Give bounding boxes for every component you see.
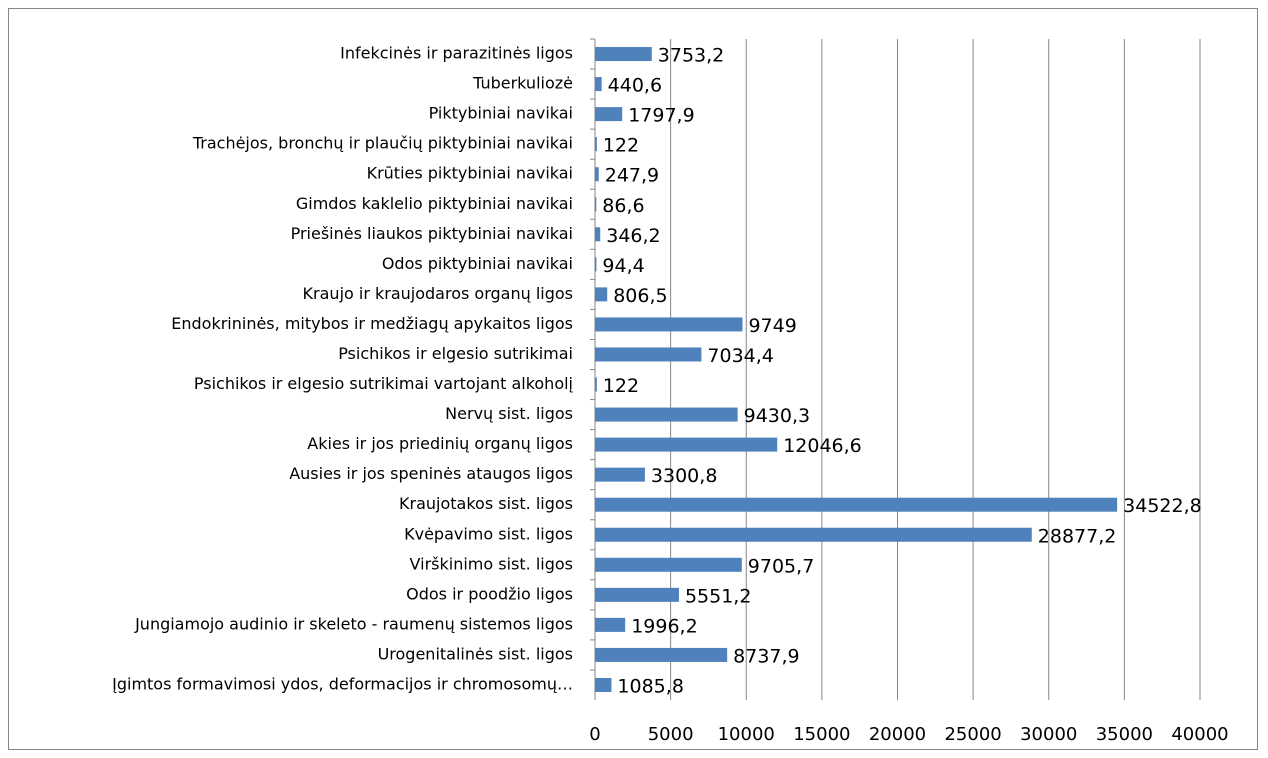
y-tick-label: Odos piktybiniai navikai xyxy=(382,254,573,273)
value-label: 86,6 xyxy=(602,195,644,217)
value-label: 1797,9 xyxy=(628,105,694,127)
y-tick-label: Kraujotakos sist. ligos xyxy=(399,494,573,513)
value-label: 440,6 xyxy=(608,75,662,97)
bar xyxy=(595,197,597,212)
value-label: 806,5 xyxy=(613,285,667,307)
value-label: 1996,2 xyxy=(631,615,697,637)
bar xyxy=(595,167,599,182)
bar xyxy=(595,527,1032,542)
value-label: 9430,3 xyxy=(744,405,810,427)
chart-border xyxy=(8,8,1258,750)
value-label: 346,2 xyxy=(606,225,660,247)
y-tick-label: Nervų sist. ligos xyxy=(445,404,573,423)
value-label: 5551,2 xyxy=(685,585,751,607)
y-tick-label: Krūties piktybiniai navikai xyxy=(367,164,573,183)
x-tick-label: 10000 xyxy=(718,724,775,745)
y-tick-label: Psichikos ir elgesio sutrikimai xyxy=(338,344,573,363)
y-tick-label: Odos ir poodžio ligos xyxy=(406,584,573,603)
y-tick-label: Akies ir jos priedinių organų ligos xyxy=(307,434,573,453)
x-tick-label: 25000 xyxy=(944,724,1001,745)
bar xyxy=(595,317,743,332)
value-label: 7034,4 xyxy=(707,345,773,367)
bar xyxy=(595,347,702,362)
value-label: 122 xyxy=(603,135,639,157)
bar xyxy=(595,257,597,272)
value-label: 28877,2 xyxy=(1038,525,1117,547)
bar xyxy=(595,557,742,572)
x-tick-label: 15000 xyxy=(793,724,850,745)
value-label: 34522,8 xyxy=(1123,495,1202,517)
y-tick-label: Endokrininės, mitybos ir medžiagų apykai… xyxy=(171,314,573,333)
value-label: 1085,8 xyxy=(617,675,683,697)
bar xyxy=(595,467,645,482)
x-tick-label: 20000 xyxy=(869,724,926,745)
y-tick-label: Psichikos ir elgesio sutrikimai vartojan… xyxy=(194,374,574,393)
y-tick-label: Tuberkuliozė xyxy=(472,74,573,93)
x-tick-label: 35000 xyxy=(1096,724,1153,745)
bar xyxy=(595,647,728,662)
x-tick-label: 5000 xyxy=(648,724,694,745)
y-tick-label: Įgimtos formavimosi ydos, deformacijos i… xyxy=(112,674,573,693)
bar xyxy=(595,227,601,242)
bar xyxy=(595,407,738,422)
bar xyxy=(595,677,612,692)
value-label: 3753,2 xyxy=(658,45,724,67)
y-tick-label: Infekcinės ir parazitinės ligos xyxy=(340,44,573,63)
bar xyxy=(595,587,679,602)
value-label: 8737,9 xyxy=(733,645,799,667)
y-tick-label: Kraujo ir kraujodaros organų ligos xyxy=(303,284,573,303)
y-tick-label: Jungiamojo audinio ir skeleto - raumenų … xyxy=(134,614,573,633)
bar xyxy=(595,47,652,62)
value-label: 247,9 xyxy=(605,165,659,187)
value-label: 94,4 xyxy=(602,255,644,277)
y-tick-label: Virškinimo sist. ligos xyxy=(410,554,573,573)
bar xyxy=(595,77,602,92)
bar xyxy=(595,137,597,152)
y-tick-label: Urogenitalinės sist. ligos xyxy=(378,644,573,663)
value-label: 12046,6 xyxy=(783,435,862,457)
x-tick-label: 0 xyxy=(589,724,600,745)
bar xyxy=(595,437,778,452)
bar xyxy=(595,617,626,632)
y-tick-label: Trachėjos, bronchų ir plaučių piktybinia… xyxy=(192,134,573,153)
y-tick-label: Ausies ir jos speninės ataugos ligos xyxy=(289,464,573,483)
bar xyxy=(595,497,1118,512)
x-tick-label: 30000 xyxy=(1020,724,1077,745)
bar xyxy=(595,107,623,122)
value-label: 9705,7 xyxy=(748,555,814,577)
value-label: 122 xyxy=(603,375,639,397)
x-tick-label: 40000 xyxy=(1171,724,1228,745)
bar xyxy=(595,377,597,392)
y-tick-label: Priešinės liaukos piktybiniai navikai xyxy=(291,224,573,243)
value-label: 9749 xyxy=(748,315,796,337)
y-tick-label: Piktybiniai navikai xyxy=(429,104,573,123)
y-tick-label: Gimdos kaklelio piktybiniai navikai xyxy=(296,194,573,213)
value-label: 3300,8 xyxy=(651,465,717,487)
bar xyxy=(595,287,608,302)
y-tick-label: Kvėpavimo sist. ligos xyxy=(404,524,573,543)
